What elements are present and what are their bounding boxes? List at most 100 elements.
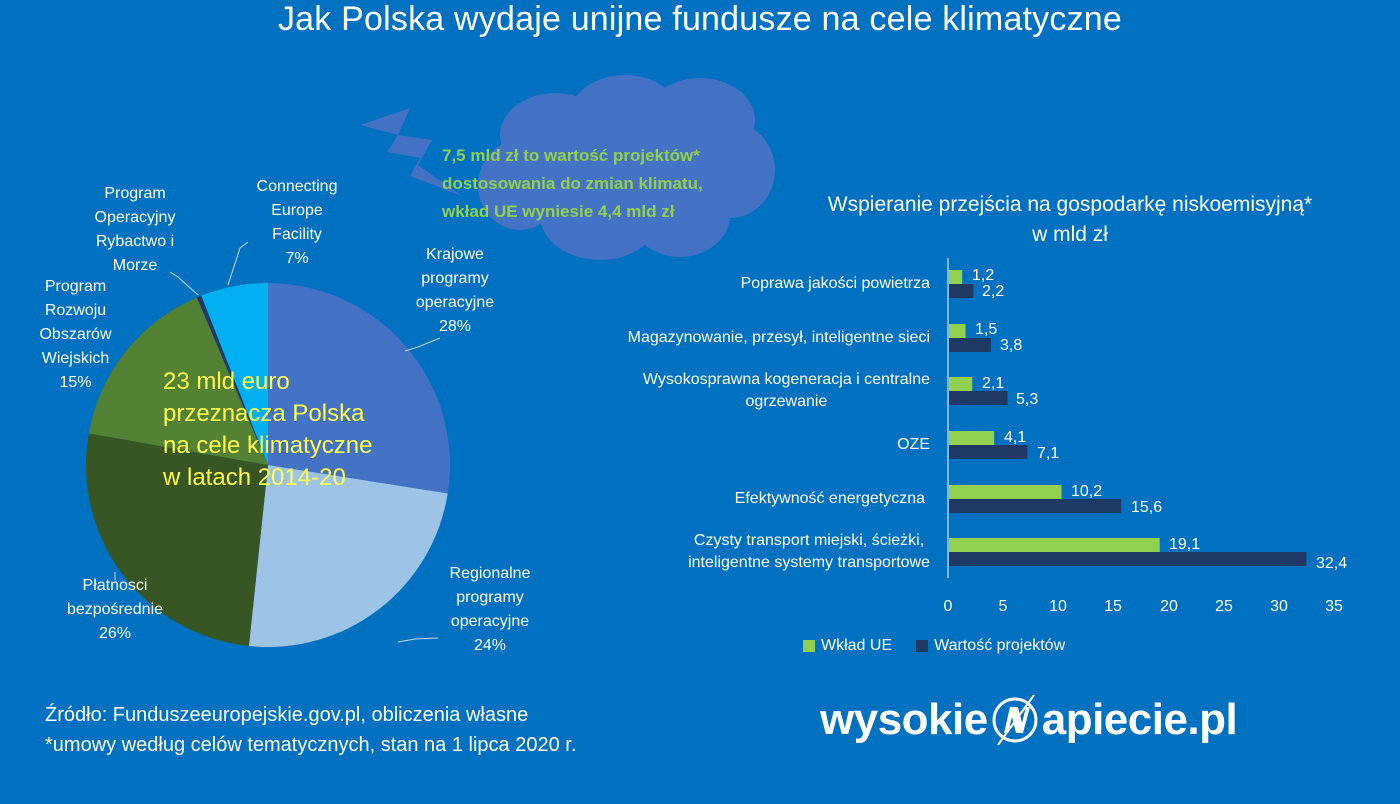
label-line: Program xyxy=(44,278,107,295)
x-tick: 35 xyxy=(1325,598,1343,615)
legend-label-wklad: Wkład UE xyxy=(821,637,893,654)
bar-series-wartosc xyxy=(949,284,1307,566)
category-label: Poprawa jakości powietrza xyxy=(741,273,930,295)
label-line: Operacyjny xyxy=(94,209,176,226)
label-line: OZE xyxy=(897,436,930,453)
value-label-wklad: 4,1 xyxy=(1004,429,1027,446)
label-line: programy xyxy=(456,589,524,606)
label-line: Wysokosprawna kogeneracja i centralne xyxy=(642,371,930,388)
lightning-n-icon xyxy=(992,695,1038,745)
logo-text-right: apiecie.pl xyxy=(1041,695,1238,744)
value-label-wklad: 19,1 xyxy=(1169,536,1201,553)
lightning-icon xyxy=(360,108,462,196)
source-note: Źródło: Funduszeeuropejskie.gov.pl, obli… xyxy=(45,700,576,760)
label-line: bezpośrednie xyxy=(66,601,164,618)
label-line: operacyjne xyxy=(415,294,495,311)
x-tick: 15 xyxy=(1104,598,1122,615)
brand-logo: wysokie apiecie.pl xyxy=(820,695,1238,745)
pie-center-annotation: 23 mld euro przeznacza Polska na cele kl… xyxy=(163,366,372,494)
value-label-wartosc: 5,3 xyxy=(1016,391,1039,408)
label-line: Morze xyxy=(112,257,158,274)
label-line: programy xyxy=(421,270,489,287)
label-line: Rozwoju xyxy=(44,302,107,319)
title-line: Wspieranie przejścia na gospodarkę nisko… xyxy=(827,193,1313,216)
value-label-wklad: 10,2 xyxy=(1071,483,1103,500)
pie-chart xyxy=(86,241,450,647)
label-line: Program xyxy=(104,185,166,202)
pie-label-rybactwo: Program Operacyjny Rybactwo i Morze xyxy=(85,182,185,278)
value-label-wartosc: 3,8 xyxy=(1000,337,1023,354)
category-label: Magazynowanie, przesył, inteligentne sie… xyxy=(628,327,930,349)
category-label: Wysokosprawna kogeneracja i centralne ogr… xyxy=(643,369,930,413)
pie-slice-rybactwo[interactable] xyxy=(196,295,268,465)
label-line: Rybactwo i xyxy=(95,233,175,250)
value-label-wklad: 2,1 xyxy=(982,375,1005,392)
annotation-line: wkład UE wyniesie 4,4 mld zł xyxy=(442,202,675,221)
label-line: 28% xyxy=(438,318,472,335)
label-line: Europe xyxy=(271,202,323,219)
annotation-line: 7,5 mld zł to wartość projektów* xyxy=(442,146,700,165)
x-tick: 10 xyxy=(1049,598,1067,615)
label-line: Magazynowanie, przesył, inteligentne sie… xyxy=(627,329,930,346)
footnote-line: *umowy według celów tematycznych, stan n… xyxy=(45,734,577,756)
value-label-wartosc: 2,2 xyxy=(982,283,1005,300)
pie-slice-platnosci[interactable] xyxy=(86,433,269,646)
pie-slice-krajowe[interactable] xyxy=(268,283,450,494)
annotation-line: w latach 2014-20 xyxy=(163,464,346,491)
label-line: Wiejskich xyxy=(41,350,110,367)
bar-series-wklad xyxy=(949,270,1160,552)
x-tick: 25 xyxy=(1215,598,1233,615)
value-label-wklad: 1,2 xyxy=(972,267,995,284)
bar-chart-title: Wspieranie przejścia na gospodarkę nisko… xyxy=(780,190,1360,250)
category-label: Efektywność energetyczna xyxy=(735,488,925,510)
label-line: Płatnosci xyxy=(82,577,148,594)
label-line: inteligentne systemy transportowe xyxy=(688,554,930,571)
x-tick: 0 xyxy=(943,598,953,615)
label-line: operacyjne xyxy=(450,613,530,630)
logo-text-left: wysokie xyxy=(820,695,988,744)
pie-label-cef: Connecting Europe Facility 7% xyxy=(237,175,357,271)
legend-swatch-wartosc xyxy=(916,640,929,652)
cloud-shape xyxy=(478,75,775,260)
cloud-annotation: 7,5 mld zł to wartość projektów* dostoso… xyxy=(442,142,703,226)
x-tick: 20 xyxy=(1160,598,1178,615)
label-line: Poprawa jakości powietrza xyxy=(740,275,930,292)
x-tick: 30 xyxy=(1270,598,1288,615)
label-line: 26% xyxy=(98,625,132,642)
label-line: Czysty transport miejski, ścieżki, xyxy=(693,532,925,549)
pie-label-krajowe: Krajowe programy operacyjne 28% xyxy=(400,243,510,339)
label-line: Efektywność energetyczna xyxy=(734,490,925,507)
label-line: Connecting xyxy=(256,178,338,195)
label-line: Facility xyxy=(272,226,322,243)
value-label-wartosc: 7,1 xyxy=(1037,445,1060,462)
label-line: ogrzewanie xyxy=(745,393,828,410)
title-line: w mld zł xyxy=(1032,223,1108,246)
label-line: 7% xyxy=(285,250,309,267)
value-label-wartosc: 32,4 xyxy=(1316,555,1348,572)
label-line: Obszarów xyxy=(39,326,112,343)
label-line: 24% xyxy=(473,637,507,654)
pie-label-platnosci: Płatnosci bezpośrednie 26% xyxy=(55,574,175,646)
label-line: 15% xyxy=(59,374,92,391)
annotation-line: przeznacza Polska xyxy=(163,400,365,427)
legend-swatch-wklad xyxy=(803,640,815,652)
pie-slice-regionalne[interactable] xyxy=(248,465,448,647)
annotation-line: dostosowania do zmian klimatu, xyxy=(442,174,703,193)
annotation-line: 23 mld euro xyxy=(163,368,290,395)
annotation-line: na cele klimatyczne xyxy=(163,432,373,459)
pie-label-prow: Program Rozwoju Obszarów Wiejskich 15% xyxy=(28,275,123,395)
category-label: OZE xyxy=(897,434,930,456)
pie-slice-cef[interactable] xyxy=(201,283,268,465)
pie-slice-prow[interactable] xyxy=(88,297,268,466)
page-title: Jak Polska wydaje unijne fundusze na cel… xyxy=(277,0,1123,38)
legend-label-wartosc: Wartość projektów xyxy=(934,637,1066,654)
category-label: Czysty transport miejski, ścieżki, inteli… xyxy=(688,530,930,574)
value-label-wartosc: 15,6 xyxy=(1131,499,1163,516)
value-label-wklad: 1,5 xyxy=(975,321,998,338)
pie-label-regionalne: Regionalne programy operacyjne 24% xyxy=(430,562,550,658)
bar-legend: Wkład UE Wartość projektów xyxy=(803,637,1065,655)
label-line: Krajowe xyxy=(426,246,484,263)
x-tick: 5 xyxy=(998,598,1008,615)
label-line: Regionalne xyxy=(449,565,531,582)
